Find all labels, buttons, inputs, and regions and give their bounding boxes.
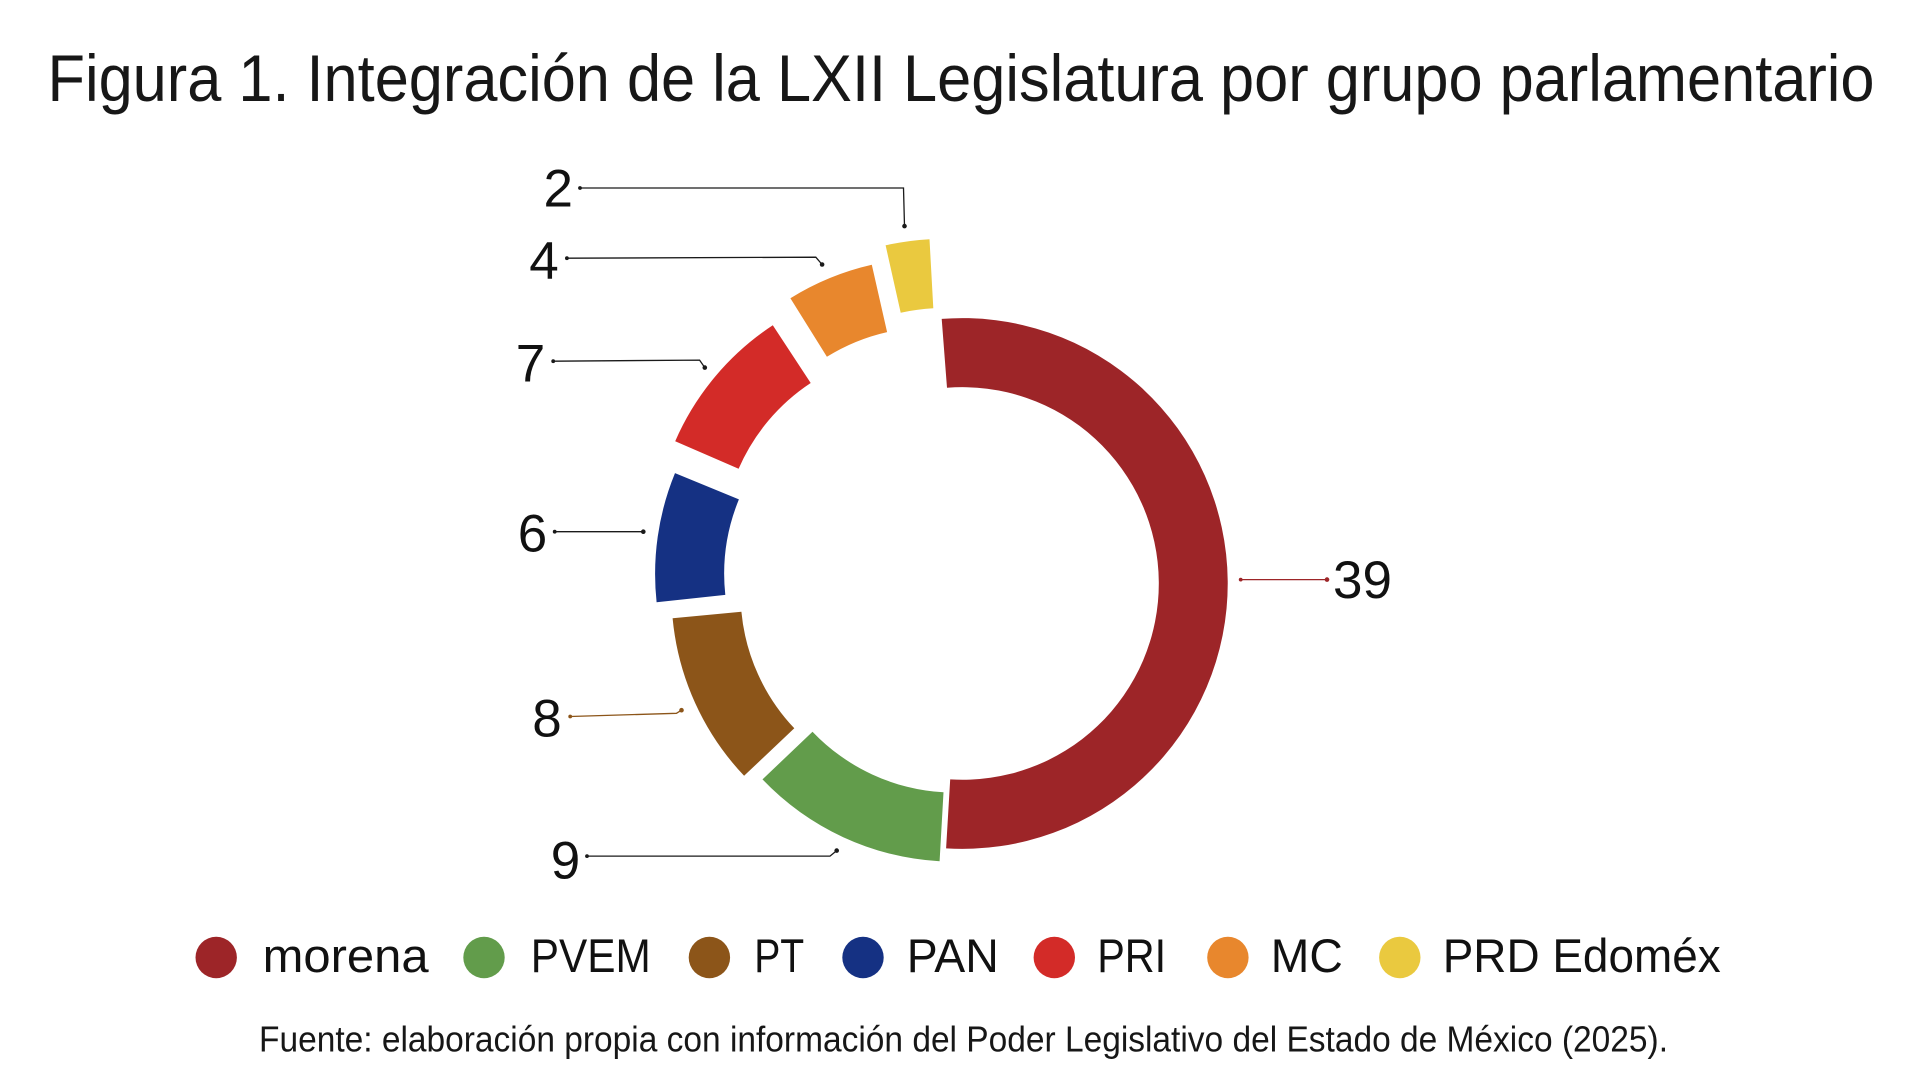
svg-text:PRI: PRI — [1097, 929, 1166, 982]
svg-text:PT: PT — [754, 929, 804, 982]
svg-text:6: 6 — [518, 504, 547, 563]
svg-text:PAN: PAN — [907, 929, 999, 982]
svg-text:9: 9 — [551, 832, 580, 891]
svg-text:2: 2 — [544, 160, 573, 219]
svg-text:39: 39 — [1333, 551, 1392, 610]
svg-text:7: 7 — [516, 334, 545, 393]
svg-text:MC: MC — [1271, 929, 1343, 982]
svg-text:Fuente: elaboración propia con: Fuente: elaboración propia con informaci… — [259, 1019, 1668, 1060]
svg-text:8: 8 — [532, 690, 561, 749]
svg-text:Figura 1. Integración de la LX: Figura 1. Integración de la LXII Legisla… — [48, 41, 1875, 115]
svg-text:4: 4 — [529, 232, 558, 291]
svg-text:PRD Edoméx: PRD Edoméx — [1443, 929, 1721, 982]
svg-text:morena: morena — [263, 929, 430, 982]
svg-text:PVEM: PVEM — [531, 929, 651, 982]
